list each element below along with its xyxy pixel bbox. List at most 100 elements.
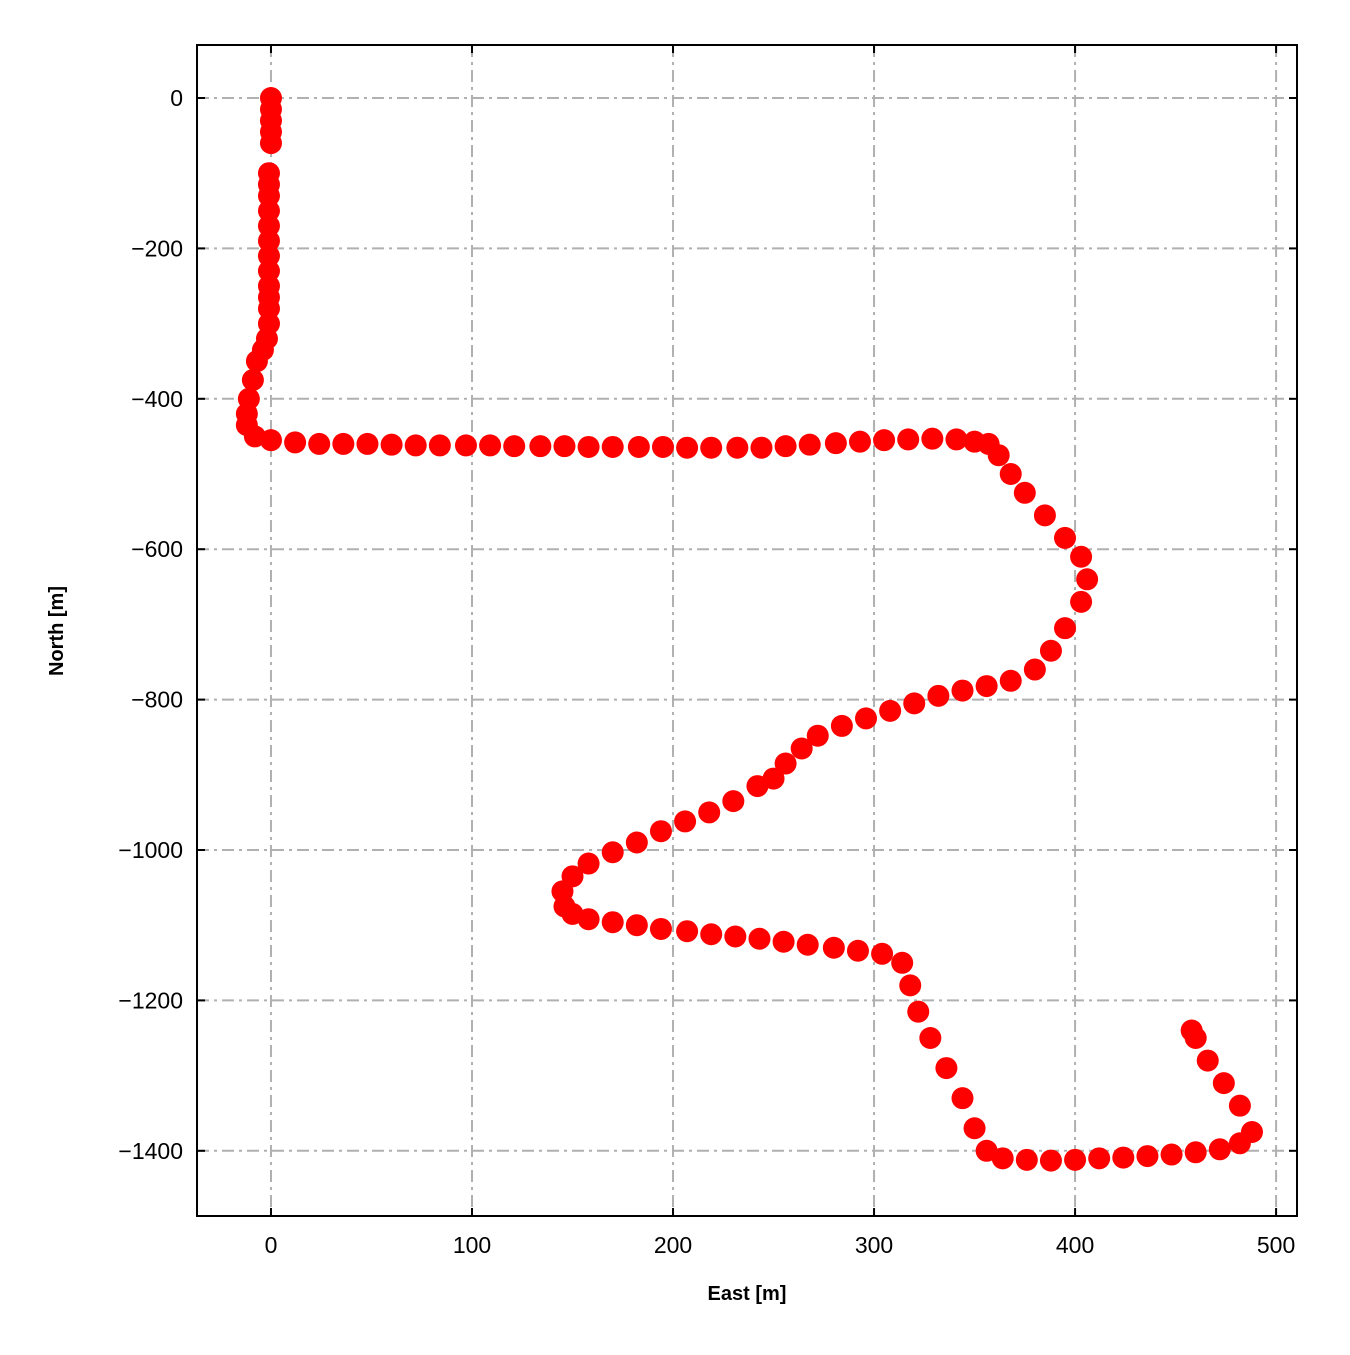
- data-point: [873, 429, 896, 452]
- data-point: [951, 1087, 974, 1110]
- data-point: [1136, 1145, 1159, 1168]
- data-point: [722, 790, 745, 813]
- data-point: [1054, 617, 1077, 640]
- data-point: [772, 930, 795, 953]
- data-point: [746, 775, 769, 798]
- data-point: [676, 436, 699, 459]
- data-point: [790, 737, 813, 760]
- data-points: [235, 87, 1263, 1172]
- data-point: [259, 429, 282, 452]
- data-point: [257, 297, 280, 320]
- data-point: [1208, 1138, 1231, 1161]
- data-point: [1023, 658, 1046, 681]
- x-tick-label: 500: [1257, 1232, 1295, 1258]
- data-point: [245, 350, 268, 373]
- data-point: [308, 432, 331, 455]
- data-point: [846, 939, 869, 962]
- data-point: [428, 434, 451, 457]
- x-tick-label: 200: [654, 1232, 692, 1258]
- y-tick-label: 0: [170, 85, 183, 111]
- data-point: [625, 914, 648, 937]
- data-point: [503, 435, 526, 458]
- data-point: [1033, 504, 1056, 527]
- data-point: [1064, 1148, 1087, 1171]
- y-tick-label: −1000: [118, 837, 183, 863]
- data-point: [257, 229, 280, 252]
- data-point: [1039, 1149, 1062, 1172]
- data-point: [1196, 1049, 1219, 1072]
- data-point: [332, 432, 355, 455]
- data-point: [724, 925, 747, 948]
- grid-lines: [197, 45, 1297, 1216]
- data-point: [848, 430, 871, 453]
- x-tick-label: 0: [265, 1232, 278, 1258]
- data-point: [796, 933, 819, 956]
- data-point: [529, 435, 552, 458]
- data-point: [676, 920, 699, 943]
- data-point: [577, 435, 600, 458]
- data-point: [553, 435, 576, 458]
- y-tick-label: −600: [131, 536, 183, 562]
- data-point: [404, 434, 427, 457]
- data-point: [987, 444, 1010, 467]
- data-point: [1070, 545, 1093, 568]
- data-point: [257, 244, 280, 267]
- data-point: [1015, 1148, 1038, 1171]
- data-point: [899, 974, 922, 997]
- data-point: [259, 132, 282, 155]
- data-point: [726, 436, 749, 459]
- data-point: [1070, 590, 1093, 613]
- data-point: [822, 936, 845, 959]
- data-point: [750, 436, 773, 459]
- data-point: [454, 434, 477, 457]
- data-point: [963, 1117, 986, 1140]
- data-point: [257, 184, 280, 207]
- data-point: [698, 801, 721, 824]
- data-point: [601, 841, 624, 864]
- data-point: [257, 214, 280, 237]
- data-point: [380, 433, 403, 456]
- data-point: [577, 908, 600, 931]
- data-point: [871, 942, 894, 965]
- data-point: [627, 435, 650, 458]
- data-point: [241, 369, 264, 392]
- data-point: [798, 433, 821, 456]
- data-point: [824, 432, 847, 455]
- data-point: [927, 684, 950, 707]
- data-point: [999, 463, 1022, 486]
- data-point: [601, 435, 624, 458]
- data-point: [945, 428, 968, 451]
- data-point: [935, 1057, 958, 1080]
- data-point: [806, 724, 829, 747]
- data-point: [700, 923, 723, 946]
- data-point: [774, 752, 797, 775]
- data-point: [356, 432, 379, 455]
- data-point: [999, 669, 1022, 692]
- data-point: [577, 852, 600, 875]
- data-point: [774, 435, 797, 458]
- y-axis-label: North [m]: [46, 586, 68, 676]
- data-point: [700, 436, 723, 459]
- data-point: [649, 917, 672, 940]
- data-point: [1039, 639, 1062, 662]
- data-point: [1228, 1094, 1251, 1117]
- data-point: [855, 707, 878, 730]
- data-point: [903, 692, 926, 715]
- x-tick-label: 100: [453, 1232, 491, 1258]
- data-point: [1160, 1143, 1183, 1166]
- x-tick-label: 400: [1056, 1232, 1094, 1258]
- data-point: [1054, 526, 1077, 549]
- data-point: [951, 679, 974, 702]
- data-point: [1240, 1121, 1263, 1144]
- data-point: [919, 1027, 942, 1050]
- data-point: [649, 820, 672, 843]
- data-point: [674, 810, 697, 833]
- axis-ticks: 0 100 200 300 400 500 0 −200 −400 −600 −800 −1000 −1…: [118, 45, 1297, 1258]
- data-point: [921, 427, 944, 450]
- data-point: [897, 428, 920, 451]
- data-point: [601, 911, 624, 934]
- data-point: [284, 431, 307, 454]
- data-point: [748, 927, 771, 950]
- data-point: [891, 951, 914, 974]
